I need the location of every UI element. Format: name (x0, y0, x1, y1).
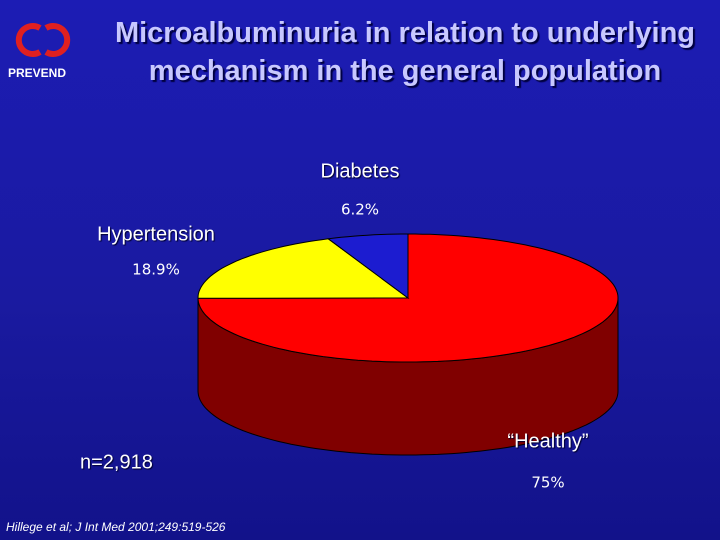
value-label: 75% (531, 474, 564, 492)
slice (327, 233, 409, 299)
slice-label: Hypertension (97, 223, 215, 245)
value-label: 6.2% (341, 201, 379, 219)
slice-label: Diabetes (321, 160, 400, 182)
value-label: 18.9% (132, 261, 180, 279)
logo-mark (15, 23, 71, 57)
slice (197, 238, 410, 299)
citation: Hillege et al; J Int Med 2001;249:519-52… (6, 520, 226, 534)
sample-size: n=2,918 (80, 451, 153, 473)
slice-label: “Healthy” (507, 430, 588, 452)
logo-text: PREVEND (8, 66, 66, 80)
slide-title: Microalbuminuria in relation to underlyi… (114, 17, 696, 87)
